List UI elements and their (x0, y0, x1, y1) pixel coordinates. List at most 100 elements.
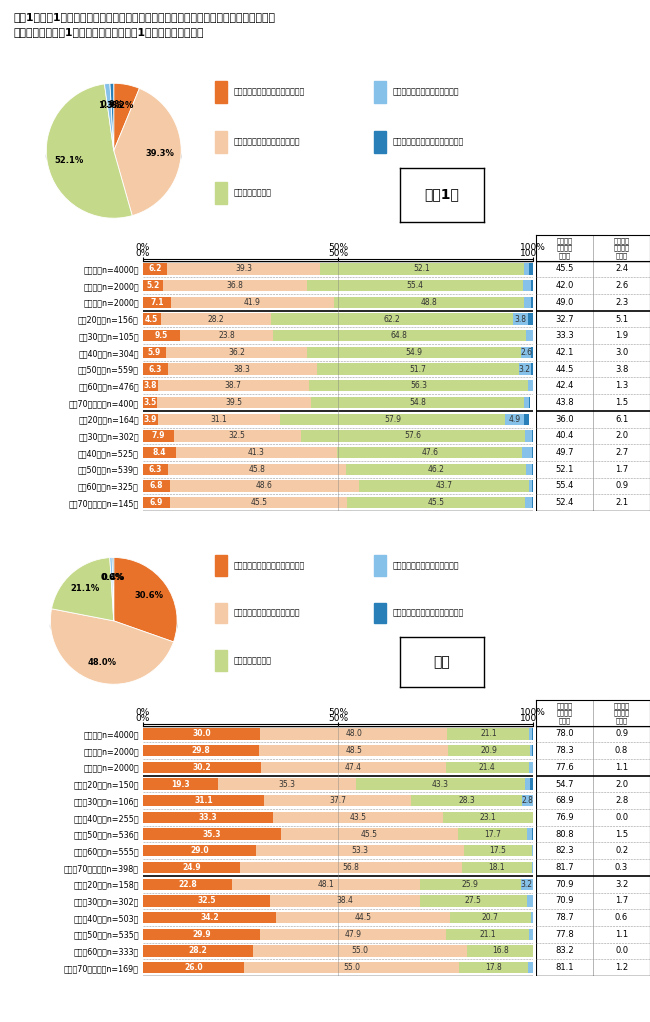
Text: とても値下がりしていると感じる: とても値下がりしていると感じる (393, 138, 464, 147)
Text: 33.3: 33.3 (199, 812, 217, 822)
Text: 49.7: 49.7 (556, 448, 574, 457)
Bar (521, 346, 532, 358)
Bar (143, 414, 158, 425)
Text: 少し値上がりしていると感じる: 少し値上がりしていると感じる (233, 138, 300, 147)
Text: 38.3: 38.3 (234, 365, 251, 374)
Text: 6.3: 6.3 (149, 465, 162, 474)
Text: 1.1: 1.1 (615, 762, 628, 772)
Bar (526, 464, 532, 475)
Text: 6.3: 6.3 (149, 365, 162, 374)
Text: 46.2: 46.2 (428, 465, 445, 474)
Bar (143, 811, 273, 823)
Text: 80.8: 80.8 (555, 830, 574, 839)
Text: 0.0: 0.0 (615, 812, 628, 822)
Text: 62.2: 62.2 (384, 315, 400, 324)
Text: 少し値上がりしていると感じる: 少し値上がりしていると感じる (233, 608, 300, 617)
Text: 2.8: 2.8 (521, 796, 533, 805)
Text: 45.5: 45.5 (250, 498, 267, 507)
Text: 0.6: 0.6 (615, 913, 628, 922)
Text: 32.7: 32.7 (555, 315, 574, 324)
Text: 2.7: 2.7 (615, 448, 628, 457)
Text: 42.4: 42.4 (556, 381, 574, 390)
Text: 7.9: 7.9 (151, 431, 165, 440)
Bar (143, 779, 218, 790)
Bar (411, 795, 522, 806)
Text: 少し値下がりしていると感じる: 少し値下がりしていると感じる (393, 87, 460, 96)
Bar (273, 330, 526, 341)
Text: 55.4: 55.4 (406, 281, 423, 290)
Text: 70.9: 70.9 (556, 896, 574, 905)
Bar (232, 879, 419, 890)
Bar (505, 414, 525, 425)
Bar (530, 745, 532, 756)
Text: 48.1: 48.1 (317, 880, 334, 889)
Bar (214, 555, 227, 575)
Wedge shape (110, 83, 114, 150)
Bar (309, 380, 528, 391)
Bar (170, 480, 359, 492)
Text: 48.6: 48.6 (256, 481, 273, 491)
Text: 21.1: 21.1 (479, 930, 496, 939)
Bar (320, 264, 524, 275)
Text: 100%: 100% (520, 249, 546, 258)
Text: 1.2: 1.2 (615, 963, 628, 972)
Bar (531, 296, 534, 308)
Text: 28.3: 28.3 (458, 796, 475, 805)
Text: 3.8: 3.8 (615, 365, 629, 374)
Wedge shape (51, 609, 174, 684)
Bar (270, 314, 513, 325)
Text: 45.5: 45.5 (428, 498, 445, 507)
Bar (450, 912, 530, 923)
Text: 30.2: 30.2 (192, 762, 211, 772)
Bar (143, 264, 167, 275)
Wedge shape (105, 84, 114, 150)
Text: 8.4: 8.4 (153, 448, 166, 457)
Text: 5.1: 5.1 (615, 315, 628, 324)
Text: 43.7: 43.7 (436, 481, 453, 491)
Bar (253, 945, 467, 957)
Text: 2.6: 2.6 (615, 281, 628, 290)
Text: 48.5: 48.5 (345, 746, 362, 755)
Bar (143, 330, 180, 341)
Text: 48.0: 48.0 (345, 730, 362, 739)
Text: とても値上がりしていると感じる: とても値上がりしていると感じる (233, 561, 305, 570)
Bar (143, 795, 265, 806)
Text: 3.8: 3.8 (144, 381, 157, 390)
Bar (337, 447, 523, 458)
Text: 70.9: 70.9 (556, 880, 574, 889)
Bar (447, 729, 530, 740)
Wedge shape (110, 558, 114, 620)
Text: 29.9: 29.9 (192, 930, 211, 939)
Bar (524, 264, 530, 275)
Bar (374, 555, 387, 575)
Wedge shape (114, 83, 139, 150)
Text: 19.3: 19.3 (172, 780, 190, 789)
Bar (519, 364, 531, 375)
Text: 34.2: 34.2 (200, 913, 219, 922)
Bar (311, 397, 525, 408)
Text: 47.6: 47.6 (421, 448, 438, 457)
Bar (458, 829, 527, 840)
Bar (214, 650, 227, 670)
Text: 2.6: 2.6 (521, 347, 532, 357)
Text: 30.0: 30.0 (192, 730, 211, 739)
Text: 1.3: 1.3 (615, 381, 628, 390)
Bar (532, 862, 534, 873)
Bar (530, 729, 532, 740)
Text: 図表1　この1年で、あなたが使用している日用品・化粧品の値段に変化を感じますか。: 図表1 この1年で、あなたが使用している日用品・化粧品の値段に変化を感じますか。 (13, 12, 275, 22)
Text: 53.3: 53.3 (352, 846, 369, 855)
Text: 6.9: 6.9 (150, 498, 163, 507)
Bar (532, 729, 533, 740)
Bar (143, 364, 168, 375)
Text: 50%: 50% (328, 714, 348, 724)
Bar (525, 414, 529, 425)
Text: 3.2: 3.2 (521, 880, 533, 889)
Text: 50%: 50% (328, 249, 348, 258)
Bar (528, 962, 533, 973)
Bar (280, 414, 505, 425)
Bar (446, 761, 529, 773)
Text: 52.4: 52.4 (556, 498, 574, 507)
Bar (300, 430, 525, 442)
Bar (244, 962, 459, 973)
Text: 16.8: 16.8 (492, 946, 508, 956)
